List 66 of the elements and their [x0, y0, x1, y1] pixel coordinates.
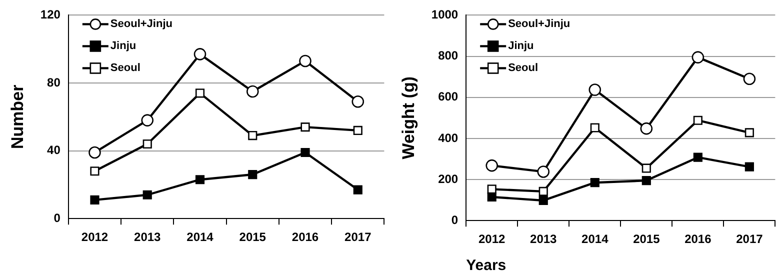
point — [248, 131, 258, 140]
point — [299, 54, 312, 68]
x-tick-label: 2017 — [344, 230, 372, 244]
point — [300, 148, 310, 158]
x-tick-label: 2017 — [736, 232, 764, 246]
point — [743, 72, 756, 86]
y-tick-label: 200 — [438, 172, 458, 186]
legend-label: Seoul+Jinju — [508, 18, 570, 30]
legend-label: Jinju — [508, 40, 534, 52]
y-tick-label: 1000 — [431, 8, 458, 22]
x-tick-label: 2015 — [633, 232, 660, 246]
x-tick-label: 2016 — [684, 232, 712, 246]
point — [642, 164, 651, 173]
point — [538, 196, 548, 206]
point — [300, 122, 310, 132]
point — [537, 166, 550, 178]
y-tick-label: 800 — [438, 48, 458, 63]
point — [246, 85, 259, 98]
x-tick-label: 2015 — [239, 230, 266, 244]
point — [141, 114, 154, 126]
point — [590, 123, 600, 132]
legend-label: Jinju — [110, 40, 136, 52]
point — [744, 128, 754, 138]
legend-label: Seoul — [508, 62, 538, 74]
point — [590, 178, 600, 188]
point — [538, 186, 548, 196]
y-axis-title: Weight (g) — [398, 76, 418, 160]
y-axis-title: Number — [8, 84, 27, 150]
x-tick-label: 2012 — [81, 230, 108, 244]
point — [90, 195, 100, 204]
x-axis-title: Years — [466, 257, 506, 274]
point — [352, 95, 364, 108]
point — [353, 185, 362, 194]
point — [487, 192, 496, 202]
x-tick-label: 2012 — [478, 232, 506, 246]
point — [692, 51, 704, 64]
point — [744, 162, 754, 172]
point — [588, 84, 602, 96]
legend-label: Seoul — [110, 62, 140, 74]
point — [693, 116, 702, 125]
point — [90, 166, 100, 176]
legend-label: Seoul+Jinju — [110, 18, 172, 30]
y-tick-label: 120 — [40, 8, 61, 22]
y-tick-label: 80 — [47, 75, 61, 90]
point — [195, 88, 205, 98]
point — [142, 139, 152, 149]
x-tick-label: 2013 — [134, 230, 162, 244]
point — [88, 146, 101, 159]
point — [194, 48, 206, 60]
point — [693, 152, 702, 162]
point — [142, 190, 152, 200]
x-tick-label: 2014 — [582, 232, 609, 246]
point — [640, 122, 653, 135]
y-tick-label: 600 — [438, 90, 458, 104]
point — [353, 126, 362, 135]
y-tick-label: 0 — [54, 210, 61, 225]
x-tick-label: 2014 — [186, 230, 214, 244]
y-tick-label: 40 — [47, 143, 61, 158]
y-tick-label: 400 — [438, 130, 458, 145]
point — [195, 175, 205, 184]
y-tick-label: 0 — [451, 212, 458, 227]
x-tick-label: 2016 — [292, 230, 319, 244]
x-tick-label: 2013 — [530, 232, 558, 246]
point — [248, 170, 258, 180]
point — [486, 159, 498, 172]
point — [642, 176, 651, 186]
